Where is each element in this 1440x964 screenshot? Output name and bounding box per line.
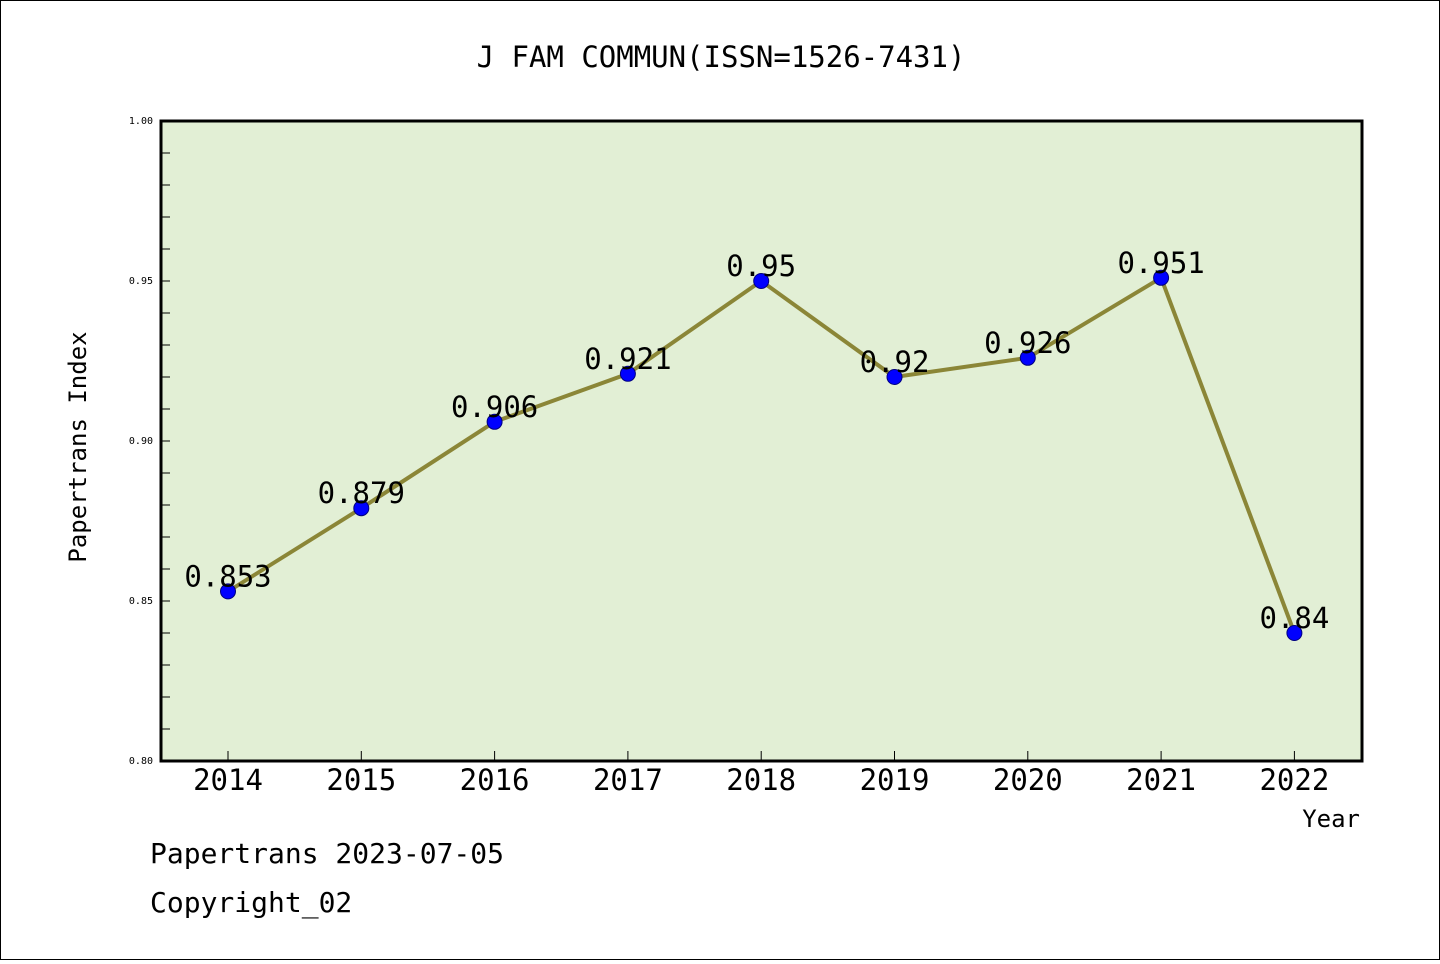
footer-date: Papertrans 2023-07-05	[150, 837, 505, 870]
data-label: 0.853	[184, 559, 271, 593]
x-tick-label: 2015	[326, 763, 396, 797]
data-label: 0.951	[1117, 246, 1204, 280]
x-axis-label: Year	[1302, 805, 1360, 833]
data-point	[220, 583, 236, 600]
x-tick-label: 2022	[1259, 763, 1329, 797]
data-label: 0.95	[726, 249, 796, 283]
x-tick-label: 2018	[726, 763, 796, 797]
data-label: 0.926	[984, 326, 1071, 360]
footer-copyright: Copyright_02	[150, 886, 353, 919]
x-tick-label: 2019	[860, 763, 930, 797]
data-label: 0.879	[318, 476, 405, 510]
y-axis-label: Papertrans Index	[64, 331, 92, 562]
data-point	[353, 500, 370, 517]
data-point	[886, 369, 903, 385]
x-axis: 2014 2015 2016 2017 2018 2019 2020 2021 2022	[193, 751, 1329, 797]
x-tick-label: 2017	[593, 763, 663, 797]
data-point	[1019, 349, 1036, 366]
data-label: 0.92	[860, 345, 930, 379]
data-label: 0.84	[1259, 601, 1329, 635]
data-label: 0.921	[584, 342, 671, 376]
y-tick-label: 0.85	[129, 596, 153, 607]
y-tick-label: 0.90	[129, 436, 153, 447]
y-axis: 0.80 0.85 0.90 0.95 1.00	[129, 116, 170, 767]
y-tick-label: 1.00	[129, 116, 153, 127]
plot-area	[159, 119, 1364, 763]
data-point	[1153, 269, 1170, 286]
data-point	[1286, 625, 1303, 641]
data-point	[753, 273, 770, 289]
x-tick-label: 2014	[193, 763, 263, 797]
x-tick-label: 2020	[993, 763, 1063, 797]
y-tick-label: 0.95	[129, 276, 153, 287]
data-point	[619, 365, 636, 382]
data-label: 0.906	[451, 390, 538, 424]
x-tick-label: 2021	[1126, 763, 1196, 797]
x-tick-label: 2016	[460, 763, 530, 797]
series-layer: 0.853 0.879 0.906 0.921 0.95 0.92 0.926 0.951 0.…	[184, 246, 1329, 641]
y-tick-label: 0.80	[129, 756, 153, 767]
chart-title: J FAM COMMUN(ISSN=1526-7431)	[477, 40, 966, 74]
data-point	[486, 413, 503, 430]
